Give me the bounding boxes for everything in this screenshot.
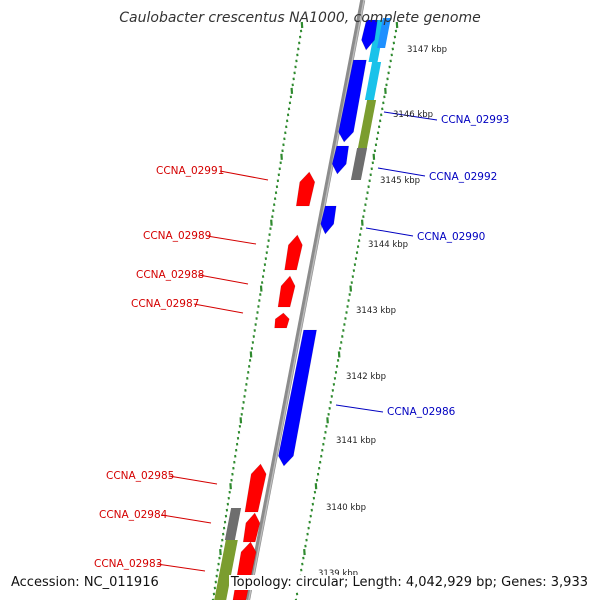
feature-track xyxy=(214,18,391,600)
kbp-marker-label: 3146 kbp xyxy=(393,110,433,120)
reverse-gene-arrow xyxy=(295,171,316,207)
cds-feature-olive xyxy=(357,100,377,148)
backbone xyxy=(245,0,366,600)
forward-gene-arrow xyxy=(338,59,367,143)
reverse-gene-leader-line xyxy=(219,170,269,181)
topology-text: Topology: circular; Length: 4,042,929 bp… xyxy=(228,575,590,590)
reverse-gene-arrow xyxy=(277,275,296,308)
reverse-gene-leader-line xyxy=(193,303,244,314)
forward-gene-leader-line xyxy=(335,404,384,413)
kbp-marker-label: 3145 kbp xyxy=(380,176,420,186)
reverse-gene-leader-line xyxy=(198,274,249,285)
reverse-gene-label[interactable]: CCNA_02984 xyxy=(99,509,168,521)
forward-gene-leader-line xyxy=(383,111,438,121)
reverse-gene-arrow xyxy=(244,463,267,513)
cds-feature-cyan xyxy=(364,62,382,100)
reverse-gene-leader-line xyxy=(168,475,218,485)
reverse-gene-leader-line xyxy=(206,235,257,245)
reverse-gene-arrow xyxy=(242,512,261,543)
forward-gene-arrow xyxy=(320,205,337,235)
gene-feature-gray xyxy=(224,508,242,540)
forward-gene-label[interactable]: CCNA_02986 xyxy=(387,406,456,418)
accession-text: Accession: NC_011916 xyxy=(9,575,161,590)
reverse-gene-label[interactable]: CCNA_02983 xyxy=(94,558,162,570)
genome-backbone-highlight xyxy=(248,0,365,600)
forward-gene-arrow xyxy=(331,145,350,175)
genome-backbone-line xyxy=(245,0,366,600)
forward-gene-label[interactable]: CCNA_02993 xyxy=(441,114,509,126)
gene-track xyxy=(232,19,378,600)
reverse-gene-label[interactable]: CCNA_02987 xyxy=(131,298,199,310)
kbp-marker-label: 3139 kbp xyxy=(318,569,358,579)
genome-title: Caulobacter crescentus NA1000, complete … xyxy=(119,10,481,26)
reverse-gene-label[interactable]: CCNA_02991 xyxy=(156,165,224,177)
forward-gene-arrow xyxy=(361,19,378,51)
forward-gene-label[interactable]: CCNA_02990 xyxy=(417,231,485,243)
kbp-marker-label: 3140 kbp xyxy=(326,503,366,513)
forward-gene-leader-line xyxy=(377,167,426,177)
forward-gene-label[interactable]: CCNA_02992 xyxy=(429,171,497,183)
kbp-marker-label: 3143 kbp xyxy=(356,306,396,316)
kbp-marker-label: 3147 kbp xyxy=(407,45,447,55)
cds-feature-blue-light xyxy=(377,18,391,48)
reverse-gene-label[interactable]: CCNA_02985 xyxy=(106,470,174,482)
kbp-marker-label: 3144 kbp xyxy=(368,240,408,250)
inner-tick-track xyxy=(211,21,304,600)
forward-gene-arrow xyxy=(278,329,317,467)
outer-tick-track xyxy=(294,21,399,600)
reverse-gene-leader-line xyxy=(161,514,212,524)
reverse-gene-label[interactable]: CCNA_02988 xyxy=(136,269,204,281)
gene-label-layer: CCNA_02991 CCNA_02989 CCNA_02988 CCNA_02987… xyxy=(94,111,509,572)
reverse-gene-arrow xyxy=(284,234,303,271)
gene-feature-gray xyxy=(350,148,368,180)
cds-feature-olive xyxy=(214,540,238,600)
kbp-marker-label: 3142 kbp xyxy=(346,372,386,382)
kbp-label-layer: 3147 kbp 3146 kbp 3145 kbp 3144 kbp 3143 kbp… xyxy=(318,45,447,579)
kbp-marker-label: 3141 kbp xyxy=(336,436,376,446)
reverse-gene-arrow xyxy=(274,312,290,329)
forward-gene-leader-line xyxy=(365,227,414,237)
reverse-gene-label[interactable]: CCNA_02989 xyxy=(143,230,211,242)
reverse-gene-leader-line xyxy=(156,563,206,572)
